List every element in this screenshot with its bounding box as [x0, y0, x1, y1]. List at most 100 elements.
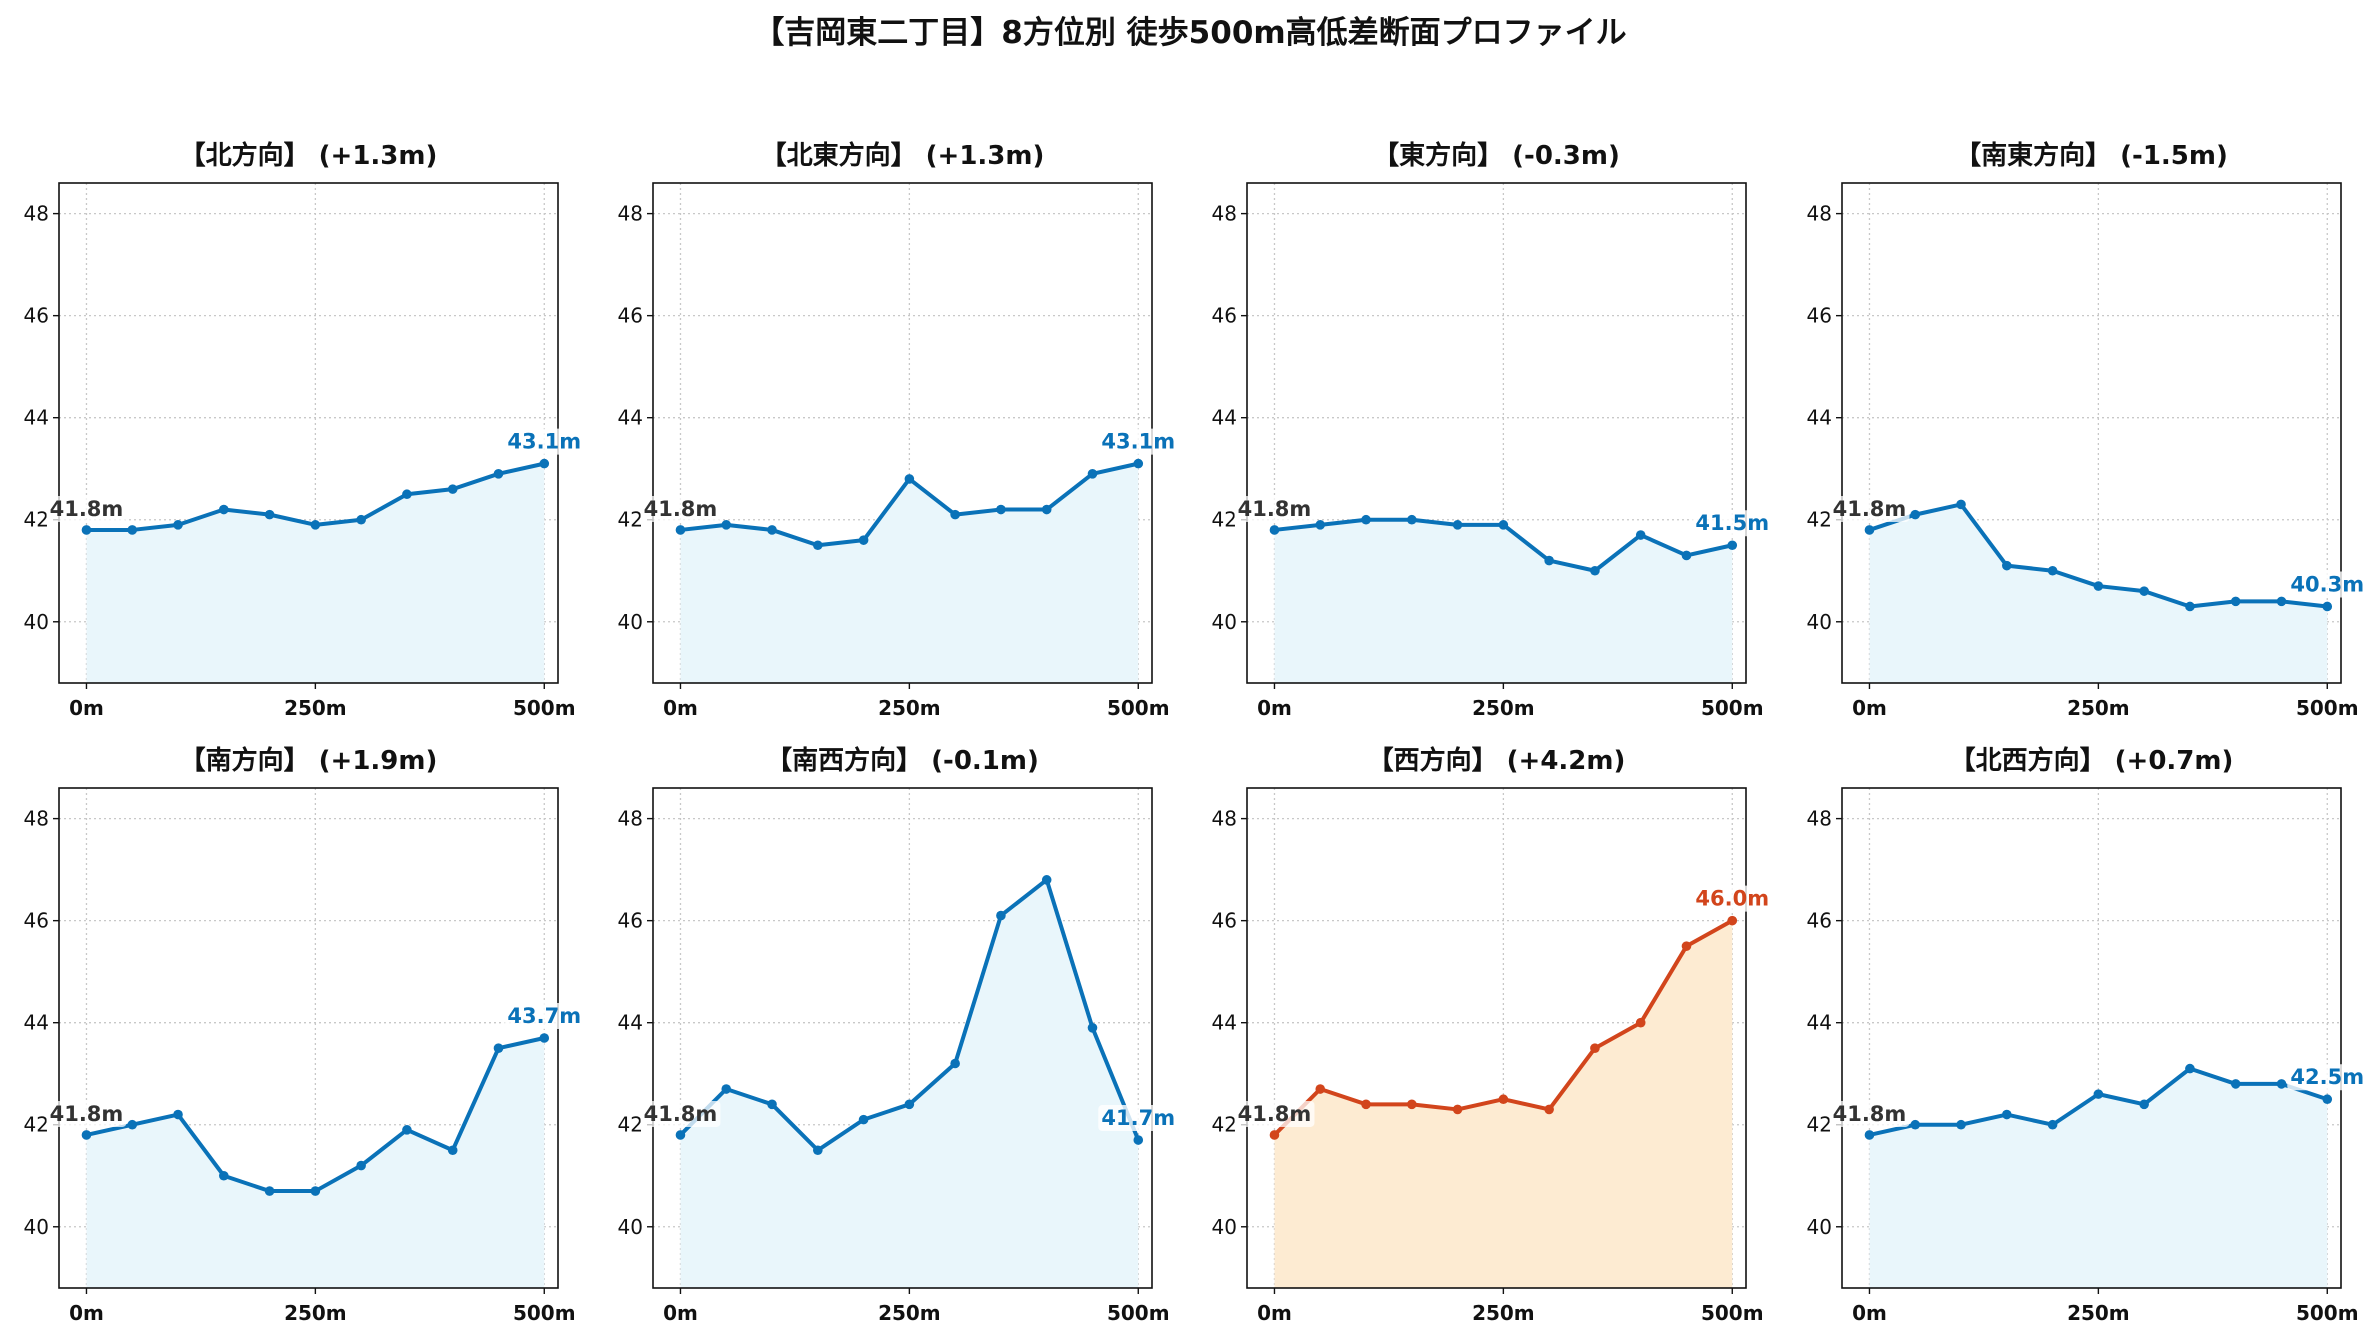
data-point	[264, 1186, 275, 1196]
y-tick-label: 42	[24, 1113, 49, 1137]
data-point	[858, 1114, 869, 1125]
data-point	[996, 504, 1006, 515]
data-point	[1590, 1043, 1600, 1054]
data-point	[356, 1160, 366, 1171]
data-point	[356, 514, 366, 525]
start-label-bg	[46, 1100, 127, 1127]
end-elevation-label: 43.1m	[1101, 430, 1175, 454]
y-tick-label: 40	[24, 1215, 49, 1239]
data-point	[2185, 601, 2195, 612]
y-tick-label: 42	[24, 508, 49, 532]
panel-title: 【北方向】 (+1.3m)	[180, 140, 438, 171]
y-tick-label: 40	[1212, 610, 1237, 634]
data-point	[447, 1145, 458, 1156]
data-point	[539, 1033, 550, 1043]
panel-title: 【東方向】 (-0.3m)	[1373, 140, 1620, 171]
y-tick-label: 48	[1212, 202, 1237, 226]
y-tick-label: 40	[1807, 610, 1832, 634]
y-tick-label: 46	[1212, 909, 1237, 933]
data-point	[1452, 520, 1463, 530]
data-point	[1041, 504, 1052, 515]
end-label-bg	[1098, 428, 1179, 455]
x-tick-label: 250m	[2067, 696, 2130, 720]
data-point	[1133, 1135, 1144, 1145]
x-tick-label: 0m	[663, 1301, 698, 1325]
x-tick-label: 500m	[1107, 696, 1170, 720]
x-tick-label: 250m	[878, 696, 941, 720]
panel: 【南方向】 (+1.9m) 40 42 44 46 48 0m 250m 500m 41.8m 43…	[24, 745, 585, 1325]
end-label-bg	[1098, 1105, 1179, 1132]
start-label-bg	[1234, 1100, 1315, 1127]
data-point	[310, 1186, 321, 1196]
end-label-bg	[1692, 510, 1773, 537]
data-point	[173, 1109, 183, 1120]
y-tick-label: 44	[1212, 406, 1237, 430]
data-point	[1087, 469, 1098, 479]
data-point	[2093, 1089, 2104, 1099]
x-tick-label: 0m	[1852, 696, 1887, 720]
data-point	[1681, 550, 1692, 561]
end-elevation-label: 41.7m	[1101, 1106, 1175, 1130]
y-tick-label: 40	[618, 610, 643, 634]
data-point	[1407, 1099, 1417, 1110]
data-point	[539, 458, 550, 469]
x-tick-label: 500m	[513, 1301, 576, 1325]
x-tick-label: 250m	[878, 1301, 941, 1325]
data-point	[264, 509, 275, 520]
data-point	[904, 1099, 915, 1110]
data-point	[447, 484, 458, 494]
y-tick-label: 42	[1807, 508, 1832, 532]
end-label-bg	[1692, 885, 1773, 912]
data-point	[1452, 1104, 1463, 1115]
x-tick-label: 250m	[1472, 696, 1535, 720]
data-point	[2276, 596, 2287, 607]
data-point	[173, 520, 183, 530]
panel: 【南西方向】 (-0.1m) 40 42 44 46 48 0m 250m 500m 41.8m 4…	[618, 745, 1179, 1325]
data-point	[2047, 565, 2058, 576]
y-tick-label: 40	[1212, 1215, 1237, 1239]
start-elevation-label: 41.8m	[644, 1102, 718, 1126]
start-label-bg	[640, 1100, 721, 1127]
data-point	[2139, 586, 2149, 596]
data-point	[2276, 1079, 2287, 1089]
y-tick-label: 48	[1212, 807, 1237, 831]
end-elevation-label: 43.1m	[507, 430, 581, 454]
x-tick-label: 250m	[1472, 1301, 1535, 1325]
data-point	[767, 525, 777, 535]
end-elevation-label: 43.7m	[507, 1004, 581, 1028]
area-fill	[1274, 519, 1733, 683]
y-tick-label: 42	[618, 508, 643, 532]
data-point	[721, 520, 732, 530]
area-fill	[86, 1038, 545, 1288]
y-tick-label: 46	[1212, 304, 1237, 328]
axes-frame	[1246, 787, 1747, 1289]
data-point	[1864, 1130, 1875, 1140]
y-tick-label: 42	[1807, 1113, 1832, 1137]
data-point	[81, 1130, 92, 1140]
data-point	[2139, 1099, 2149, 1110]
x-tick-label: 0m	[1257, 1301, 1292, 1325]
x-tick-label: 500m	[1107, 1301, 1170, 1325]
y-tick-label: 48	[24, 807, 49, 831]
end-elevation-label: 46.0m	[1695, 887, 1769, 911]
x-tick-label: 500m	[2296, 696, 2359, 720]
data-point	[2002, 560, 2012, 571]
data-point	[2322, 1094, 2333, 1105]
axes-frame	[1841, 787, 2342, 1289]
area-fill	[680, 879, 1139, 1288]
x-tick-label: 250m	[2067, 1301, 2130, 1325]
y-tick-label: 48	[618, 807, 643, 831]
start-label-bg	[1829, 495, 1910, 522]
data-point	[767, 1099, 777, 1110]
area-fill	[1274, 920, 1733, 1288]
panel: 【北西方向】 (+0.7m) 40 42 44 46 48 0m 250m 500m 41.8m 4…	[1807, 745, 2368, 1325]
y-tick-label: 44	[24, 406, 49, 430]
area-fill	[1869, 504, 2328, 683]
y-tick-label: 44	[24, 1011, 49, 1035]
data-point	[1681, 941, 1692, 951]
axes-frame	[1246, 182, 1747, 684]
end-elevation-label: 41.5m	[1695, 511, 1769, 535]
data-point	[996, 910, 1006, 921]
y-tick-label: 48	[618, 202, 643, 226]
